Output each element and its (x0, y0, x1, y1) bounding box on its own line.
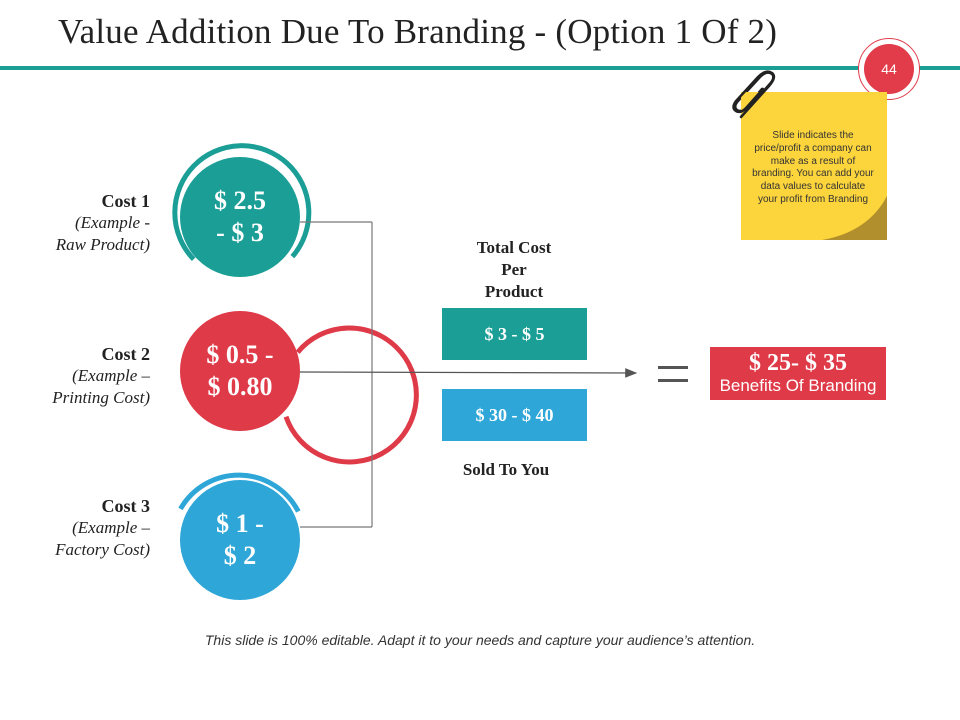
cost-1-range-line1: $ 2.5 (214, 186, 266, 215)
sticky-note (741, 92, 887, 240)
cost-3-label: Cost 3 (Example – Factory Cost) (0, 495, 150, 561)
equals-icon (658, 366, 688, 392)
page-number-badge: 44 (864, 44, 914, 94)
cost-2-range-line1: $ 0.5 - (206, 340, 274, 369)
cost-1-example-line2: Raw Product) (55, 235, 150, 254)
cost-3-example-line1: (Example – (72, 518, 150, 537)
cost-2-label: Cost 2 (Example – Printing Cost) (0, 343, 150, 409)
cost-3-circle: $ 1 - $ 2 (180, 480, 300, 600)
cost-2-circle: $ 0.5 - $ 0.80 (180, 311, 300, 431)
cost-3-name: Cost 3 (101, 496, 151, 516)
cost-2-range-line2: $ 0.80 (207, 372, 273, 401)
cost-1-circle: $ 2.5 - $ 3 (180, 157, 300, 277)
cost-2-name: Cost 2 (101, 344, 151, 364)
cost-3-example-line2: Factory Cost) (55, 540, 150, 559)
cost-1-example-line1: (Example - (74, 213, 150, 232)
sold-price-box: $ 30 - $ 40 (442, 389, 587, 441)
connector-arrow (299, 368, 638, 378)
cost-3-arc (178, 472, 301, 513)
total-cost-heading-line1: Total Cost (476, 238, 552, 257)
cost-1-label: Cost 1 (Example - Raw Product) (0, 190, 150, 256)
total-cost-heading-line3: Product (484, 282, 544, 301)
total-cost-heading: Total Cost Per Product (454, 237, 574, 303)
cost-1-range-line2: - $ 3 (216, 218, 264, 247)
cost-1-arc (172, 143, 312, 262)
result-amount: $ 25- $ 35 (749, 350, 847, 376)
footer-text: This slide is 100% editable. Adapt it to… (204, 632, 756, 648)
cost-2-example-line2: Printing Cost) (52, 388, 150, 407)
cost-3-range-line1: $ 1 - (216, 509, 264, 538)
total-cost-box: $ 3 - $ 5 (442, 308, 587, 360)
total-cost-heading-line2: Per (501, 260, 527, 279)
title-underline (0, 66, 960, 70)
result-box: $ 25- $ 35 Benefits Of Branding (710, 347, 886, 400)
cost-2-arc (283, 325, 419, 465)
cost-1-name: Cost 1 (101, 191, 151, 211)
cost-2-example-line1: (Example – (72, 366, 150, 385)
cost-3-range-line2: $ 2 (223, 541, 257, 570)
result-label: Benefits Of Branding (719, 376, 877, 395)
sticky-note-text: Slide indicates the price/profit a compa… (752, 130, 874, 205)
sold-to-you-label: Sold To You (462, 460, 550, 479)
paper-clip-icon (732, 70, 776, 119)
sticky-note-curl (822, 196, 887, 240)
slide-title: Value Addition Due To Branding - (Option… (58, 12, 778, 51)
